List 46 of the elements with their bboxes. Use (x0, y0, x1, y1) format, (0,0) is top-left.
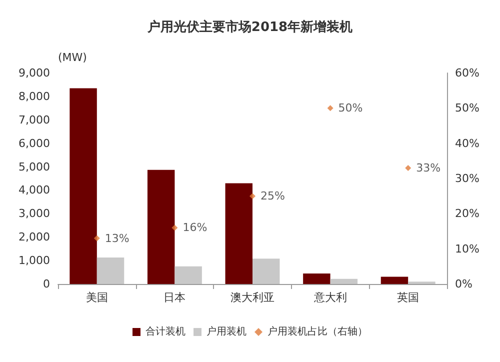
y2-tick-label: 50% (455, 102, 480, 115)
bar (96, 258, 124, 284)
y-tick-label: 2,000 (18, 230, 50, 244)
legend-label: 户用装机占比（右轴） (268, 326, 368, 338)
bar (147, 170, 175, 284)
bar (252, 258, 280, 284)
y-tick-label: 7,000 (18, 113, 50, 126)
y2-tick-label: 10% (455, 242, 480, 256)
data-label: 33% (416, 161, 441, 174)
bar (303, 273, 330, 284)
bar (330, 278, 358, 284)
data-label: 16% (182, 221, 208, 234)
legend-label: 户用装机 (206, 326, 246, 338)
y2-tick-label: 60% (455, 66, 480, 80)
point (94, 235, 100, 242)
y-tick-label: 3,000 (18, 207, 50, 220)
legend-label: 合计装机 (146, 326, 186, 338)
x-tick-label: 澳大利亚 (230, 291, 274, 304)
y-axis-title: (MW) (58, 51, 87, 64)
x-tick-label: 日本 (164, 291, 186, 304)
point (405, 164, 412, 171)
y2-tick-label: 0% (455, 278, 472, 290)
y2-tick-label: 30% (455, 172, 480, 185)
y-tick-label: 9,000 (18, 66, 50, 80)
y-tick-label: 1,000 (18, 254, 50, 268)
point (250, 193, 256, 200)
point (327, 105, 334, 112)
data-label: 13% (104, 232, 130, 245)
y-tick-label: 6,000 (18, 136, 50, 150)
y-tick-label: 4,000 (18, 184, 50, 197)
y2-tick-label: 20% (455, 207, 480, 220)
y-tick-label: 0 (43, 278, 50, 290)
point (172, 224, 178, 231)
data-label: 25% (260, 190, 285, 203)
y-tick-label: 5,000 (18, 160, 50, 174)
bar (225, 183, 252, 284)
y-tick-label: 8,000 (18, 90, 50, 103)
y2-tick-label: 40% (455, 136, 480, 150)
bar (174, 266, 202, 284)
bar (70, 88, 97, 284)
x-tick-label: 意大利 (312, 291, 347, 304)
x-tick-label: 英国 (397, 291, 420, 304)
bar (380, 276, 408, 284)
x-tick-label: 美国 (86, 291, 108, 304)
chart-title: 户用光伏主要市场2018年新增装机 (146, 19, 353, 35)
data-label: 50% (338, 102, 363, 115)
